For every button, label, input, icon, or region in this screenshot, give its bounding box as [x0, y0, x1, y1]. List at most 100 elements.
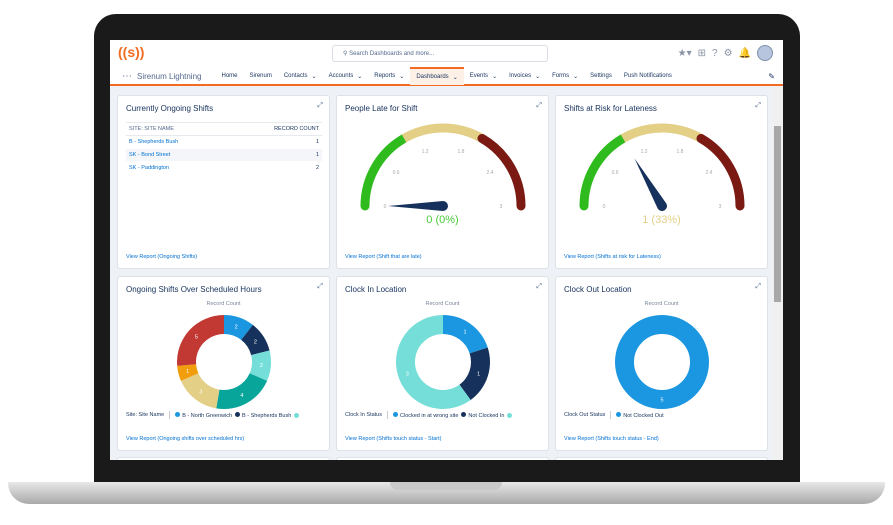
gauge-value: 1 (33%): [642, 214, 681, 226]
site-link[interactable]: SK - Bond Street: [126, 148, 228, 162]
donut-segment[interactable]: [615, 315, 709, 409]
nav-item-label: Dashboards: [416, 74, 449, 80]
card-clock-in: 1 1 3 Clock In Location ⤢ Record Count Clo…: [336, 276, 549, 451]
legend-item[interactable]: Not Clocked In: [461, 411, 504, 419]
gauge-tick-label: 3: [719, 204, 722, 210]
legend-item[interactable]: B - North Greenwich: [175, 411, 232, 419]
search-input[interactable]: ⚲ Search Dashboards and more...: [332, 45, 548, 62]
scrollbar[interactable]: [773, 86, 782, 460]
site-link[interactable]: SK - Paddington: [126, 161, 228, 175]
nav-item-label: Contacts: [283, 73, 308, 79]
card-ongoing-shifts: Currently Ongoing Shifts ⤢ SITE: SITE NA…: [117, 95, 330, 269]
chevron-down-icon[interactable]: ⌄: [311, 73, 317, 80]
expand-icon[interactable]: ⤢: [317, 283, 323, 290]
legend-item[interactable]: Clocked in at wrong site: [393, 411, 459, 419]
chevron-down-icon[interactable]: ⌄: [573, 73, 579, 80]
nav-item-accounts[interactable]: Accounts ⌄: [323, 67, 369, 85]
chevron-down-icon[interactable]: ⌄: [492, 73, 498, 80]
expand-icon[interactable]: ⤢: [536, 283, 542, 290]
nav-item-push-notifications[interactable]: Push Notifications: [618, 67, 678, 85]
gauge-chart: 0 0.6 1.2 1.8 2.4 3: [579, 123, 745, 212]
chevron-down-icon[interactable]: ⌄: [535, 73, 541, 80]
favorites-star-icon[interactable]: ★▾: [677, 47, 692, 59]
search-placeholder: Search Dashboards and more...: [349, 51, 435, 57]
legend-label: Clocked in at wrong site: [400, 412, 459, 419]
nav-item-sirenum[interactable]: Sirenum: [244, 67, 278, 85]
table-row: B - Shepherds Bush 1: [126, 135, 322, 149]
card-partial: [117, 457, 330, 460]
donut-segment[interactable]: [216, 373, 268, 409]
legend-title: Site: Site Name: [126, 412, 165, 418]
edit-pencil-icon[interactable]: ✎: [768, 71, 775, 81]
table-row: SK - Paddington 2: [126, 161, 322, 175]
card-partial: [555, 457, 768, 460]
gauge-tick-label: 0.6: [612, 170, 619, 176]
nav-item-invoices[interactable]: Invoices ⌄: [503, 67, 546, 85]
card-title: Shifts at Risk for Lateness: [564, 104, 657, 113]
nav-item-contacts[interactable]: Contacts ⌄: [278, 67, 323, 85]
chevron-down-icon[interactable]: ⌄: [357, 73, 363, 80]
nav-item-forms[interactable]: Forms ⌄: [546, 67, 584, 85]
gauge-tick-label: 1.8: [457, 149, 464, 155]
gauge-chart: 0 0.6 1.2 1.8 2.4 3: [360, 123, 526, 211]
chart-subtitle: Record Count: [425, 301, 460, 307]
nav-item-dashboards[interactable]: Dashboards ⌄: [410, 67, 464, 85]
help-icon[interactable]: ?: [712, 47, 718, 59]
avatar[interactable]: [757, 45, 773, 61]
nav-bar: ⋯ Sirenum Lightning Home Sirenum Contacts ⌄…: [110, 67, 783, 86]
donut-chart: 5: [615, 315, 709, 409]
gauge-value: 0 (0%): [426, 214, 459, 226]
card-shifts-at-risk: Shifts at Risk for Lateness ⤢ 0 0.6 1.2 1.8…: [555, 95, 768, 269]
view-report-link[interactable]: View Report (Ongoing Shifts): [126, 254, 198, 260]
expand-icon[interactable]: ⤢: [755, 283, 761, 290]
donut-segment[interactable]: [177, 315, 224, 366]
legend-item[interactable]: Not Clocked Out: [616, 411, 664, 419]
expand-icon[interactable]: ⤢: [536, 102, 542, 109]
donut-data-label: 4: [240, 393, 243, 399]
app-launcher-icon[interactable]: ⋯: [122, 70, 132, 82]
column-header[interactable]: RECORD COUNT: [227, 122, 322, 136]
donut-segment[interactable]: [241, 324, 270, 356]
site-link[interactable]: B - Shepherds Bush: [126, 135, 228, 149]
legend-label: Not Clocked Out: [623, 412, 664, 419]
donut-data-label: 2: [260, 363, 263, 369]
column-header[interactable]: SITE: SITE NAME: [126, 122, 228, 136]
view-report-link[interactable]: View Report (Shift that are late): [345, 254, 422, 260]
donut-data-label: 2: [235, 325, 238, 331]
nav-item-settings[interactable]: Settings: [584, 67, 618, 85]
donut-segment[interactable]: [459, 347, 490, 401]
card-title: Clock Out Location: [564, 285, 632, 294]
view-report-link[interactable]: View Report (Shifts touch status - End): [564, 436, 659, 442]
donut-segment[interactable]: [180, 373, 220, 409]
nav-item-events[interactable]: Events ⌄: [464, 67, 503, 85]
chevron-down-icon[interactable]: ⌄: [399, 73, 405, 80]
scrollbar-thumb[interactable]: [774, 126, 781, 302]
donut-segment[interactable]: [177, 364, 199, 381]
donut-segment[interactable]: [395, 315, 471, 409]
legend-item[interactable]: B - Shepherds Bush: [235, 411, 291, 419]
donut-segment[interactable]: [249, 350, 271, 381]
laptop-notch: [390, 482, 502, 490]
view-report-link[interactable]: View Report (Ongoing shifts over schedul…: [126, 436, 245, 442]
expand-icon[interactable]: ⤢: [755, 102, 761, 109]
nav-item-home[interactable]: Home: [215, 67, 243, 85]
expand-icon[interactable]: ⤢: [317, 102, 323, 109]
donut-data-label: 1: [186, 369, 189, 375]
donut-data-label: 5: [660, 398, 663, 404]
donut-segment[interactable]: [224, 315, 253, 340]
nav-item-label: Home: [221, 73, 238, 79]
view-report-link[interactable]: View Report (Shifts touch status - Start…: [345, 436, 442, 442]
add-icon[interactable]: ⊞: [697, 47, 707, 59]
global-header: ((s)) ⚲ Search Dashboards and more... ★▾…: [110, 40, 783, 68]
chevron-down-icon[interactable]: ⌄: [452, 74, 458, 81]
view-report-link[interactable]: View Report (Shifts at risk for Lateness…: [564, 254, 661, 260]
nav-item-reports[interactable]: Reports ⌄: [368, 67, 410, 85]
legend: Site: Site Name B - North Greenwich B - Sh…: [126, 411, 322, 419]
gear-icon[interactable]: ⚙: [723, 47, 733, 59]
bell-icon[interactable]: 🔔: [738, 47, 751, 59]
nav-item-label: Accounts: [328, 73, 354, 79]
card-partial: [336, 457, 549, 460]
legend: Clock In Status Clocked in at wrong site N…: [345, 411, 541, 419]
donut-chart: 2 2 2 4 3 1 5: [177, 315, 271, 409]
donut-segment[interactable]: [443, 315, 488, 354]
